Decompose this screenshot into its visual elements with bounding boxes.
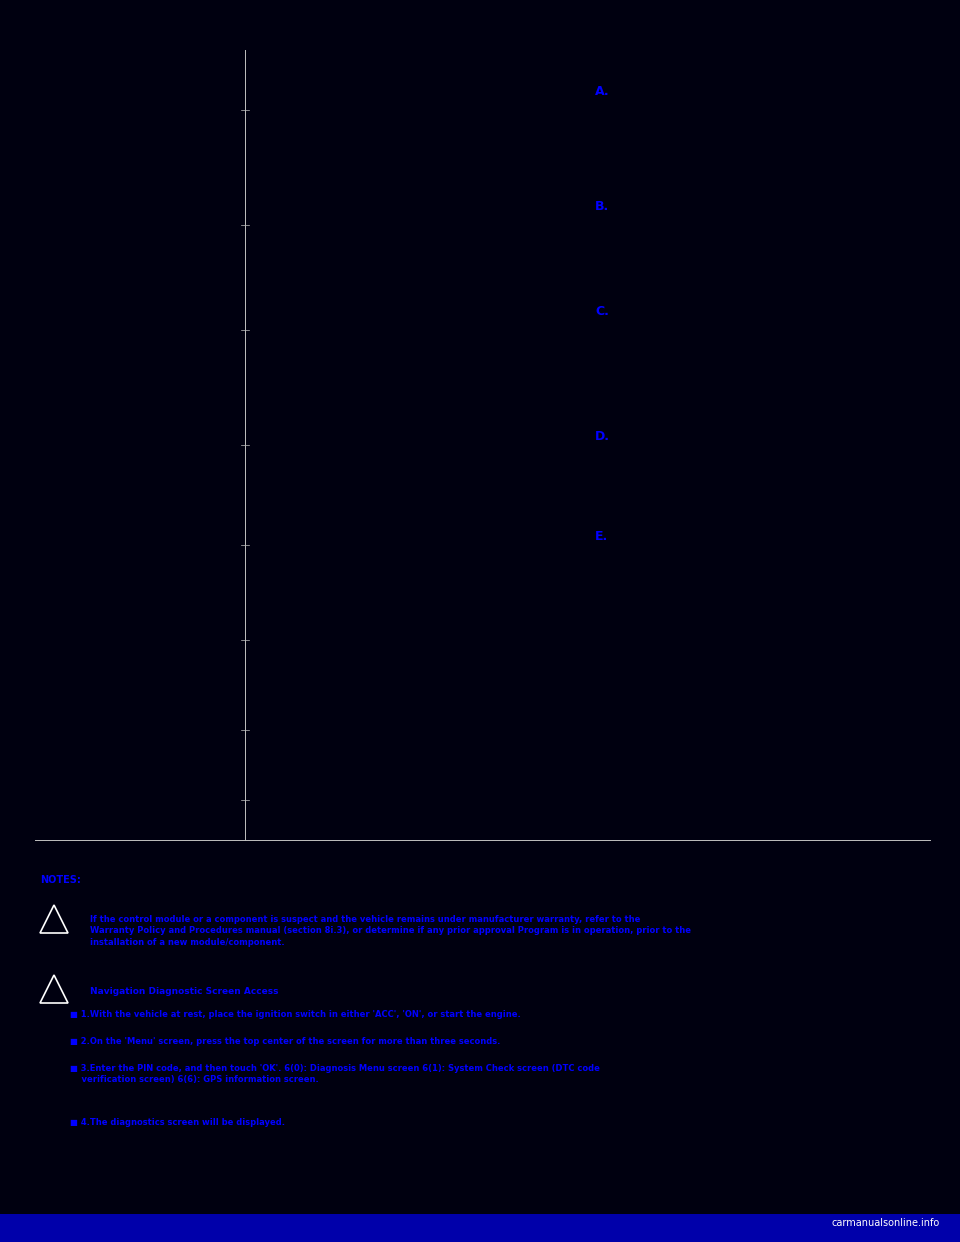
Text: ■ 4.The diagnostics screen will be displayed.: ■ 4.The diagnostics screen will be displ… (70, 1118, 285, 1126)
Text: ■ 1.With the vehicle at rest, place the ignition switch in either 'ACC', 'ON', o: ■ 1.With the vehicle at rest, place the … (70, 1010, 520, 1018)
Text: B.: B. (595, 200, 610, 212)
Text: A.: A. (595, 84, 610, 98)
Text: ■ 3.Enter the PIN code, and then touch 'OK'. 6(0): Diagnosis Menu screen 6(1): S: ■ 3.Enter the PIN code, and then touch '… (70, 1064, 600, 1084)
Text: E.: E. (595, 530, 609, 543)
FancyBboxPatch shape (0, 1213, 960, 1242)
Text: Navigation Diagnostic Screen Access: Navigation Diagnostic Screen Access (90, 987, 278, 996)
Text: C.: C. (595, 306, 609, 318)
Text: carmanualsonline.info: carmanualsonline.info (831, 1218, 940, 1228)
Text: NOTES:: NOTES: (40, 876, 81, 886)
Text: D.: D. (595, 430, 610, 443)
Text: If the control module or a component is suspect and the vehicle remains under ma: If the control module or a component is … (90, 915, 691, 946)
Text: ■ 2.On the 'Menu' screen, press the top center of the screen for more than three: ■ 2.On the 'Menu' screen, press the top … (70, 1037, 500, 1046)
